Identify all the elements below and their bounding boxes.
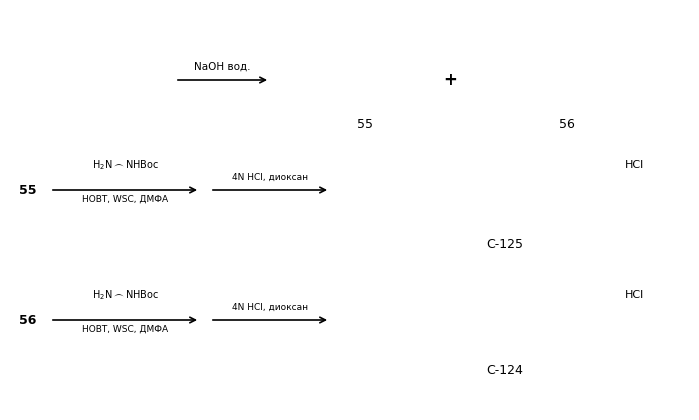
Text: HCl: HCl — [626, 290, 644, 300]
Text: 56: 56 — [559, 118, 575, 131]
Text: HOBT, WSC, ДМФА: HOBT, WSC, ДМФА — [82, 325, 168, 334]
Text: +: + — [443, 71, 457, 89]
Text: С-125: С-125 — [487, 239, 524, 252]
Text: HCl: HCl — [626, 160, 644, 170]
Text: 4N HCl, диоксан: 4N HCl, диоксан — [232, 173, 308, 182]
Text: H$_2$N$\frown$NHBoc: H$_2$N$\frown$NHBoc — [92, 158, 159, 172]
Text: H$_2$N$\frown$NHBoc: H$_2$N$\frown$NHBoc — [92, 288, 159, 302]
Text: С-124: С-124 — [487, 363, 524, 376]
Text: 55: 55 — [20, 184, 37, 197]
Text: NaOH вод.: NaOH вод. — [194, 62, 251, 72]
Text: HOBT, WSC, ДМФА: HOBT, WSC, ДМФА — [82, 195, 168, 204]
Text: 4N HCl, диоксан: 4N HCl, диоксан — [232, 303, 308, 312]
Text: 56: 56 — [20, 313, 36, 326]
Text: 55: 55 — [357, 118, 373, 131]
